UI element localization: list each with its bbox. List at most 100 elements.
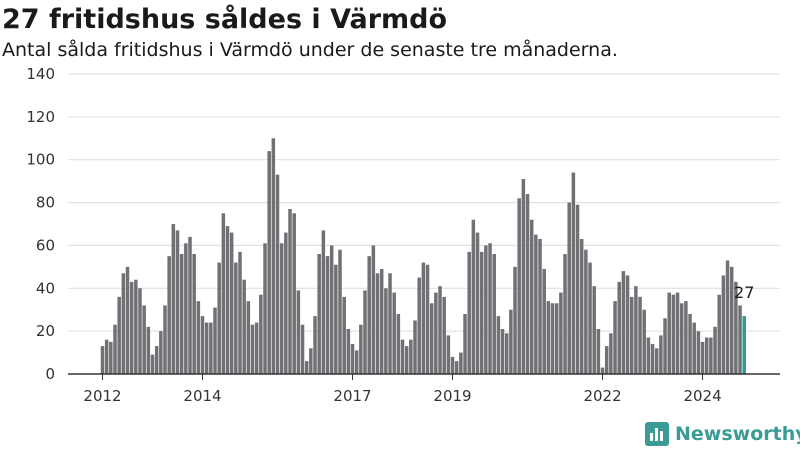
bar [429,303,434,374]
bar [729,266,734,374]
bar [304,361,309,374]
bar [113,324,117,374]
bar [221,213,226,374]
bar [500,329,505,374]
bar [479,251,484,374]
bar [196,301,201,374]
bar [650,344,655,374]
bar [446,335,451,374]
bar [554,303,559,374]
bar [371,245,376,374]
bar [329,245,334,374]
bar [213,307,217,374]
bar [529,219,534,374]
bar [638,296,642,374]
bar [734,281,738,374]
bars [100,138,746,374]
bar [225,226,230,374]
bar [475,232,480,374]
bar [400,339,405,374]
bar [625,275,630,374]
bar [521,179,526,374]
bar [238,251,242,374]
bar [154,346,159,374]
bar [246,301,251,374]
brand-name: Newsworthy [675,423,800,445]
bar [704,337,709,374]
bar [379,269,384,374]
bar [167,256,171,374]
bar [146,326,151,374]
bar [571,172,576,374]
bar [296,290,301,374]
bar [271,138,276,374]
bar [663,318,667,374]
bar [738,305,742,374]
bar [250,324,255,374]
bar [525,194,530,374]
bar [142,305,146,374]
bar [279,243,284,374]
bar [229,232,234,374]
bar [742,316,746,374]
bar [617,281,621,374]
bar [700,341,705,374]
x-tick-label: 2017 [333,387,371,405]
bar [404,346,409,374]
y-tick-label: 80 [36,194,55,212]
bar [200,316,205,374]
bar [675,292,680,374]
x-tick-label: 2012 [83,387,121,405]
bar [321,230,326,374]
bar [542,269,546,374]
bar [688,314,692,374]
bar-chart-logo-icon [645,422,669,446]
bar [579,239,584,374]
bar [721,275,726,374]
y-tick-label: 100 [26,151,55,169]
bar [534,234,538,374]
bar [209,322,213,374]
bar [192,254,196,374]
bar [550,303,555,374]
x-tick-label: 2022 [583,387,621,405]
bar [346,329,351,374]
bar [659,335,663,374]
bar [259,294,263,374]
bar [600,367,605,374]
bar [288,209,292,374]
bar [325,256,330,374]
bar [454,361,459,374]
bar [667,292,671,374]
bar [654,348,659,374]
bar [713,326,717,374]
bar [575,204,580,374]
y-tick-label: 120 [26,108,55,126]
bar [350,344,355,374]
bar [125,266,130,374]
bar [629,296,634,374]
bar [342,296,346,374]
bar [104,339,109,374]
bar [417,277,421,374]
y-tick-label: 140 [26,65,55,83]
bar [138,288,142,374]
bar [121,273,126,374]
data-labels: 27 [734,283,754,302]
bar [459,352,463,374]
bar [584,249,588,374]
bar [109,341,113,374]
bar [359,324,363,374]
bar [338,249,342,374]
bar [188,236,192,374]
newsworthy-brand[interactable]: Newsworthy [645,420,800,448]
bar [692,322,696,374]
bar [450,356,455,374]
bar [559,292,563,374]
bar [646,337,651,374]
bar [159,331,163,374]
bar [509,309,513,374]
bar [621,271,626,374]
bar [129,281,134,374]
bar [467,251,471,374]
